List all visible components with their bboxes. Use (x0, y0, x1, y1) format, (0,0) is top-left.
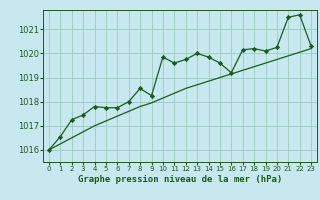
X-axis label: Graphe pression niveau de la mer (hPa): Graphe pression niveau de la mer (hPa) (78, 175, 282, 184)
